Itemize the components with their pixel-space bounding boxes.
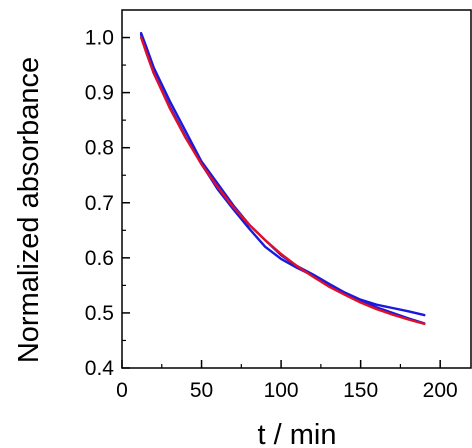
x-axis-title: t / min (258, 419, 337, 448)
series-line-1 (139, 31, 426, 317)
y-tick-label: 0.7 (85, 192, 114, 215)
series-line-2 (139, 33, 426, 325)
y-tick-label: 0.4 (85, 357, 115, 380)
plot-frame (121, 9, 472, 369)
y-tick-label: 0.6 (85, 247, 114, 270)
x-tick-label: 100 (264, 379, 299, 402)
x-tick-label: 50 (190, 379, 213, 402)
x-tick-label: 200 (423, 379, 458, 402)
y-tick-label: 0.5 (85, 302, 114, 325)
y-tick-label: 0.9 (85, 82, 114, 105)
series-layer (139, 31, 426, 326)
x-tick-label: 0 (116, 379, 128, 402)
y-tick-label: 0.8 (85, 137, 114, 160)
axis-layer: 0 50 100 150 200 0.4 0.5 0.6 0.7 0.8 0.9 1.0 (85, 27, 458, 402)
y-tick-label: 1.0 (85, 27, 114, 50)
series-line-3 (139, 36, 426, 326)
y-axis-title: Normalized absorbance (13, 57, 45, 363)
x-tick-label: 150 (343, 379, 378, 402)
